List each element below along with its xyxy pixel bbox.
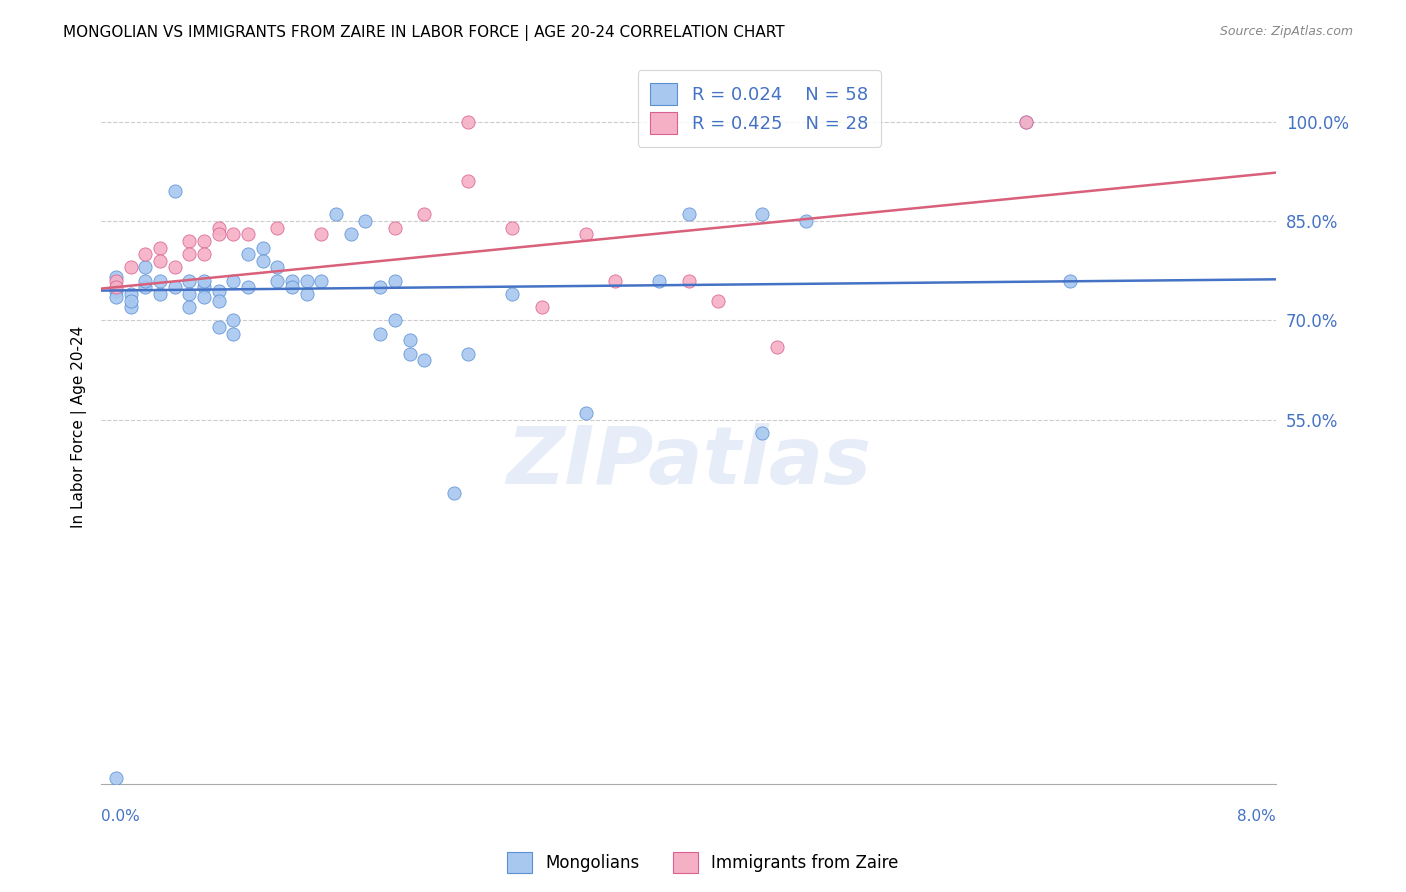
Point [413,353,436,368]
Point [1015,114,1038,128]
Point [384,274,406,288]
Point [236,280,259,294]
Point [765,340,787,354]
Point [340,227,363,242]
Point [149,240,172,254]
Point [707,293,730,308]
Point [501,220,523,235]
Text: 0.0%: 0.0% [101,810,139,824]
Point [1015,114,1038,128]
Point [794,214,817,228]
Point [104,771,127,785]
Point [751,426,773,441]
Point [252,253,274,268]
Point [605,274,627,288]
Point [163,260,186,275]
Point [325,207,347,221]
Point [648,274,671,288]
Point [457,174,479,188]
Point [236,247,259,261]
Point [104,290,127,304]
Point [281,274,304,288]
Point [398,334,420,348]
Point [384,220,406,235]
Point [179,234,201,248]
Point [149,274,172,288]
Legend: R = 0.024    N = 58, R = 0.425    N = 28: R = 0.024 N = 58, R = 0.425 N = 28 [637,70,880,147]
Point [179,300,201,314]
Point [311,227,333,242]
Point [222,227,245,242]
Point [134,274,156,288]
Point [193,290,215,304]
Point [207,220,229,235]
Point [295,286,318,301]
Point [751,207,773,221]
Point [575,406,598,420]
Point [193,247,215,261]
Point [530,300,553,314]
Text: MONGOLIAN VS IMMIGRANTS FROM ZAIRE IN LABOR FORCE | AGE 20-24 CORRELATION CHART: MONGOLIAN VS IMMIGRANTS FROM ZAIRE IN LA… [63,25,785,41]
Point [163,280,186,294]
Point [207,284,229,298]
Point [207,320,229,334]
Legend: Mongolians, Immigrants from Zaire: Mongolians, Immigrants from Zaire [501,846,905,880]
Point [120,293,142,308]
Point [266,220,288,235]
Point [354,214,377,228]
Point [443,485,465,500]
Point [1059,274,1081,288]
Point [120,300,142,314]
Point [398,346,420,360]
Point [179,247,201,261]
Point [678,207,700,221]
Point [104,280,127,294]
Point [120,260,142,275]
Point [134,260,156,275]
Point [104,284,127,298]
Point [501,286,523,301]
Point [384,313,406,327]
Point [266,260,288,275]
Point [193,280,215,294]
Point [222,274,245,288]
Point [207,293,229,308]
Point [193,234,215,248]
Point [368,326,391,341]
Point [179,274,201,288]
Point [413,207,436,221]
Point [236,227,259,242]
Point [149,253,172,268]
Point [281,280,304,294]
Point [457,346,479,360]
Point [134,280,156,294]
Point [134,247,156,261]
Point [104,274,127,288]
Point [368,280,391,294]
Point [120,286,142,301]
Point [311,274,333,288]
Point [163,184,186,198]
Point [149,286,172,301]
Text: Source: ZipAtlas.com: Source: ZipAtlas.com [1219,25,1353,38]
Point [222,313,245,327]
Text: ZIPatlas: ZIPatlas [506,424,872,501]
Y-axis label: In Labor Force | Age 20-24: In Labor Force | Age 20-24 [72,326,87,527]
Point [295,274,318,288]
Text: 8.0%: 8.0% [1237,810,1277,824]
Point [193,274,215,288]
Point [575,227,598,242]
Point [222,326,245,341]
Point [179,286,201,301]
Point [252,240,274,254]
Point [266,274,288,288]
Point [207,227,229,242]
Point [457,114,479,128]
Point [104,270,127,285]
Point [678,274,700,288]
